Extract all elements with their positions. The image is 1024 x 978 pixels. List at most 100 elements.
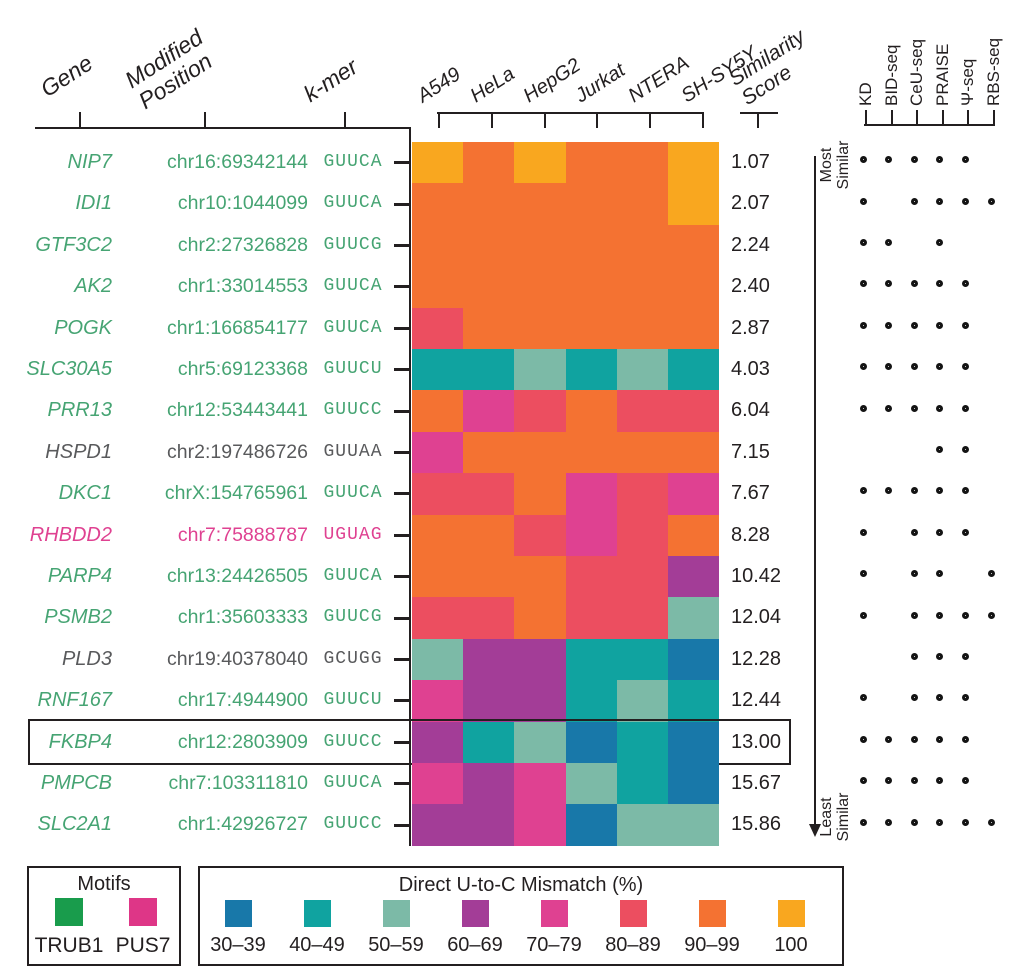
heatmap-cell (616, 307, 669, 350)
heatmap-cell (412, 638, 464, 681)
detection-circle-PRAISE (936, 280, 944, 288)
heatmap-cell (667, 721, 719, 764)
heatmap-cell (667, 142, 719, 184)
heatmap-cell (565, 514, 618, 557)
heatmap-cell (616, 556, 669, 598)
similarity-score-bracket-line (740, 112, 778, 114)
detection-circle-KD (859, 156, 867, 164)
heatmap-cell (463, 721, 515, 764)
detection-circle-CeU-seq (910, 528, 918, 536)
gene-label: RHBDD2 (29, 523, 112, 546)
heatmap-cell (514, 224, 567, 267)
heatmap-cell (565, 266, 618, 309)
detection-circle-KD (859, 611, 867, 619)
cell-line-label-A549: A549 (413, 63, 465, 108)
heatmap-cell (412, 473, 464, 516)
method-tick-2 (916, 110, 919, 125)
detection-circle-PRAISE (936, 197, 944, 205)
detection-circle-KD (859, 280, 867, 288)
heatmap-cell (565, 390, 618, 433)
detection-circle-PRAISE (936, 694, 944, 702)
detection-circle-BID-seq (885, 156, 893, 164)
heatmap-cell (667, 804, 719, 847)
heatmap-cell (565, 638, 618, 681)
method-tick-0 (865, 110, 867, 125)
heatmap-cell (514, 473, 567, 516)
detection-circle-Ψ-seq (961, 653, 969, 660)
detection-circle-Ψ-seq (961, 777, 969, 785)
detection-circle-PRAISE (936, 818, 944, 826)
gene-label: NIP7 (67, 151, 112, 173)
heatmap-cell (412, 431, 464, 474)
modified-position: chr1:42926727 (177, 813, 308, 836)
similarity-arrow-head (809, 824, 821, 837)
heatmap-cell (412, 390, 464, 433)
detection-circle-CeU-seq (910, 197, 918, 205)
heatmap-cell (565, 597, 618, 640)
gene-label: FKBP4 (48, 730, 112, 753)
similarity-score: 7.67 (731, 482, 770, 505)
row-tick (394, 451, 410, 454)
heatmap-cell (463, 390, 515, 433)
modified-position: chr12:53443441 (167, 399, 308, 422)
detection-circle-BID-seq (885, 363, 893, 371)
heatmap-cell (514, 431, 567, 474)
row-tick (394, 658, 410, 661)
heatmap-cell (463, 804, 515, 847)
mismatch-swatch-70-79 (540, 900, 568, 927)
kmer: GUUCU (323, 690, 383, 711)
gene-label: PRR13 (47, 399, 112, 422)
heatmap-cell (667, 390, 719, 433)
motif-swatch-PUS7 (129, 898, 157, 926)
kmer: GUUCU (323, 359, 383, 379)
heatmap-cell (616, 224, 669, 267)
row-tick (394, 533, 410, 537)
column-header-modified-position: Modified Position (120, 24, 221, 114)
kmer: GUUCC (323, 814, 383, 835)
heatmap-cell (463, 763, 515, 805)
column-header-gene: Gene (35, 49, 98, 102)
heatmap-cell (412, 597, 464, 640)
heatmap-cell (667, 763, 719, 805)
heatmap-cell (616, 390, 669, 433)
heatmap-cell (565, 349, 618, 391)
mismatch-bin-label-70-79: 70–79 (526, 934, 582, 956)
heatmap-cell (514, 266, 567, 309)
detection-circle-CeU-seq (910, 694, 918, 702)
heatmap-cell (565, 431, 618, 474)
heatmap-cell (667, 597, 719, 640)
heatmap-cell (514, 721, 567, 764)
detection-circle-Ψ-seq (961, 694, 969, 702)
heatmap-cell (616, 349, 669, 391)
detection-circle-Ψ-seq (961, 321, 969, 329)
mismatch-bin-label-90-99: 90–99 (684, 934, 740, 956)
kmer-header-tick (344, 112, 346, 128)
detection-circle-KD (859, 487, 867, 495)
kmer: GUUCG (323, 234, 383, 255)
similarity-score: 6.04 (731, 399, 770, 422)
similarity-score: 15.67 (731, 772, 782, 794)
heatmap-cell (616, 638, 669, 681)
method-tick-1 (890, 110, 893, 125)
detection-circle-KD (859, 363, 867, 371)
least-similar-label: Least Similar (818, 786, 854, 848)
heatmap-cell (616, 804, 669, 847)
detection-circle-PRAISE (936, 487, 944, 495)
detection-circle-Ψ-seq (961, 156, 969, 164)
detection-circle-KD (859, 735, 867, 743)
heatmap-cell (514, 680, 567, 723)
kmer: GUUCC (323, 400, 383, 421)
heatmap-cell (514, 556, 567, 598)
heatmap-cell (667, 224, 719, 267)
detection-circle-CeU-seq (910, 777, 918, 785)
detection-circle-PRAISE (936, 404, 944, 412)
method-label-4: Ψ-seq (958, 58, 978, 106)
most-similar-label: Most Similar (818, 133, 854, 197)
heatmap-cell (565, 680, 618, 723)
motif-swatch-TRUB1 (55, 898, 83, 926)
heatmap-cell (565, 556, 618, 598)
modified-position-header-tick (204, 112, 206, 128)
most-similar-line2: Similar (835, 140, 852, 190)
highlighted-row-box (28, 718, 791, 765)
motif-label-TRUB1: TRUB1 (34, 934, 104, 957)
